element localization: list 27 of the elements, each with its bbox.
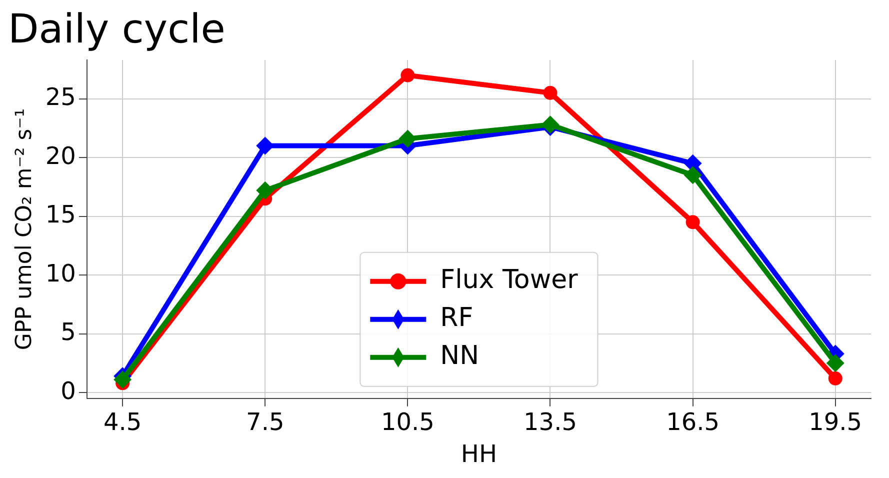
point bbox=[686, 215, 700, 230]
point bbox=[543, 86, 558, 100]
x-tick-label: 19.5 bbox=[808, 408, 862, 436]
y-tick-label: 5 bbox=[60, 318, 76, 346]
x-axis-title: HH bbox=[460, 440, 498, 468]
x-tick-label: 4.5 bbox=[103, 408, 142, 436]
y-tick-label: 0 bbox=[60, 376, 76, 405]
x-tick-label: 16.5 bbox=[666, 408, 720, 436]
point bbox=[398, 130, 417, 148]
point bbox=[256, 181, 274, 200]
x-tick-label: 7.5 bbox=[246, 408, 284, 436]
x-tick-label: 10.5 bbox=[380, 408, 434, 436]
y-tick-label: 10 bbox=[45, 259, 76, 288]
point bbox=[828, 371, 842, 386]
chart-title: Daily cycle bbox=[8, 6, 226, 52]
legend-label: Flux Tower bbox=[440, 265, 578, 296]
point bbox=[684, 166, 702, 184]
point bbox=[114, 370, 132, 389]
y-tick-label: 15 bbox=[45, 200, 76, 229]
legend-label: RF bbox=[440, 303, 474, 334]
point bbox=[400, 68, 415, 82]
y-tick-label: 25 bbox=[45, 83, 76, 112]
point bbox=[826, 354, 844, 372]
y-axis-title: GPP umol CO₂ m⁻² s⁻¹ bbox=[12, 108, 37, 350]
x-tick-label: 13.5 bbox=[524, 408, 577, 436]
legend-label: NN bbox=[440, 341, 480, 372]
y-tick-label: 20 bbox=[45, 142, 76, 170]
